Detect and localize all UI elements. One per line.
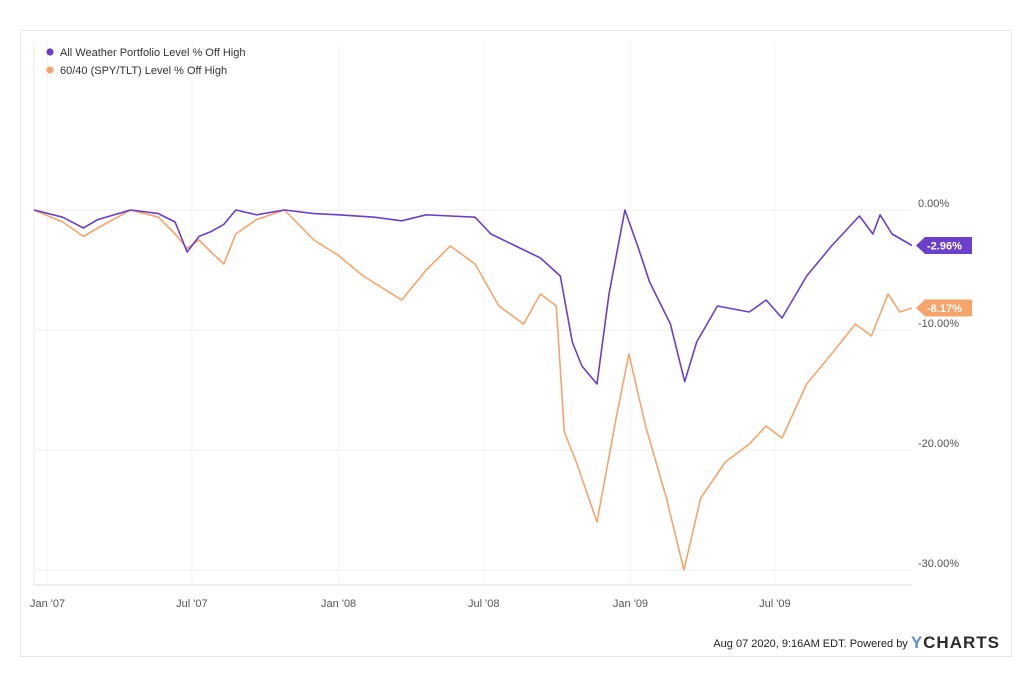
x-tick-label: Jul '07 (176, 598, 207, 610)
end-value-label: -8.17% (927, 303, 962, 315)
y-axis: 0.00% -10.00% -20.00% -30.00% (918, 198, 959, 570)
end-value-badges: -2.96% -8.17% (916, 237, 972, 317)
grid (33, 42, 912, 586)
x-tick-label: Jul '09 (759, 598, 790, 610)
series-line (33, 209, 913, 385)
footer-timestamp: Aug 07 2020, 9:16AM EDT. Powered by (713, 638, 908, 650)
x-tick-label: Jul '08 (468, 598, 499, 610)
end-value-badge (916, 237, 972, 255)
x-axis: Jan '07 Jul '07 Jan '08 Jul '08 Jan '09 Jul '… (30, 598, 791, 610)
series-line (33, 209, 913, 571)
footer: Aug 07 2020, 9:16AM EDT. Powered by Y CH… (713, 633, 1000, 652)
footer-powered-by: Powered by (850, 638, 909, 650)
x-tick-label: Jan '08 (321, 598, 356, 610)
y-tick-label: -30.00% (918, 558, 959, 570)
legend-label[interactable]: All Weather Portfolio Level % Off High (60, 47, 245, 59)
end-value-label: -2.96% (927, 241, 962, 253)
legend-marker (46, 48, 54, 56)
chart-card (20, 30, 1012, 657)
y-tick-label: 0.00% (918, 198, 949, 210)
x-tick-label: Jan '07 (30, 598, 65, 610)
legend: All Weather Portfolio Level % Off High 60… (46, 47, 245, 77)
series-lines (33, 209, 913, 571)
ycharts-logo[interactable]: CHARTS (923, 633, 1000, 652)
y-tick-label: -20.00% (918, 438, 959, 450)
ycharts-logo-y[interactable]: Y (911, 633, 923, 652)
footer-time: Aug 07 2020, 9:16AM EDT. (713, 638, 846, 650)
x-tick-label: Jan '09 (613, 598, 648, 610)
y-tick-label: -10.00% (918, 318, 959, 330)
legend-label[interactable]: 60/40 (SPY/TLT) Level % Off High (60, 65, 227, 77)
legend-marker (46, 66, 54, 74)
end-value-badge (916, 299, 972, 317)
